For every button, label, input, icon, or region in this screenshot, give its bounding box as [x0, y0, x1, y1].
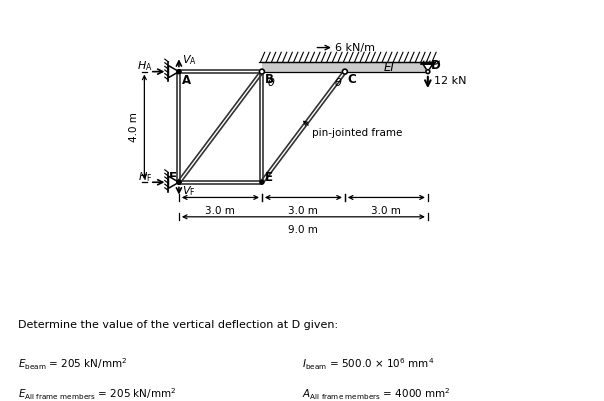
Text: $V_{\rm F}$: $V_{\rm F}$ [182, 184, 195, 198]
Text: 6 kN/m: 6 kN/m [335, 43, 375, 53]
Circle shape [259, 69, 265, 74]
Text: 3.0 m: 3.0 m [371, 206, 401, 216]
Polygon shape [169, 65, 179, 78]
Text: B: B [265, 73, 274, 86]
Text: Determine the value of the vertical deflection at D given:: Determine the value of the vertical defl… [18, 320, 338, 330]
Text: D: D [431, 59, 441, 72]
Text: pin-jointed frame: pin-jointed frame [312, 128, 402, 138]
Text: 4.0 m: 4.0 m [129, 112, 140, 142]
Text: 12 kN: 12 kN [434, 76, 466, 86]
Text: $H_{\rm A}$: $H_{\rm A}$ [137, 59, 153, 73]
Text: EI: EI [384, 61, 394, 74]
Text: $E_{\rm beam}$ = 205 kN/mm$^2$: $E_{\rm beam}$ = 205 kN/mm$^2$ [18, 357, 127, 373]
Text: $I_{\rm beam}$ = 500.0 $\times$ 10$^6$ mm$^4$: $I_{\rm beam}$ = 500.0 $\times$ 10$^6$ m… [302, 357, 434, 373]
Bar [262, 62, 428, 72]
Text: $\theta$: $\theta$ [267, 76, 275, 88]
Text: E: E [265, 171, 273, 184]
Text: $H_{\rm F}$: $H_{\rm F}$ [138, 170, 152, 184]
Text: C: C [347, 73, 356, 86]
Text: $E_{\rm All\ frame\ members}$ = 205 kN/mm$^2$: $E_{\rm All\ frame\ members}$ = 205 kN/m… [18, 387, 176, 401]
Circle shape [426, 70, 430, 73]
Text: $A_{\rm All\ frame\ members}$ = 4000 mm$^2$: $A_{\rm All\ frame\ members}$ = 4000 mm$… [302, 387, 451, 401]
Text: $\theta$: $\theta$ [334, 76, 342, 88]
Circle shape [177, 180, 181, 184]
Circle shape [177, 70, 181, 73]
Text: 3.0 m: 3.0 m [205, 206, 236, 216]
Text: 9.0 m: 9.0 m [289, 225, 318, 235]
Polygon shape [423, 64, 433, 72]
Text: A: A [182, 74, 191, 87]
Circle shape [342, 69, 347, 74]
Text: F: F [169, 171, 177, 184]
Polygon shape [169, 176, 179, 188]
Circle shape [260, 180, 264, 184]
Text: $V_{\rm A}$: $V_{\rm A}$ [182, 53, 196, 67]
Circle shape [177, 70, 181, 73]
Circle shape [177, 180, 181, 184]
Text: 3.0 m: 3.0 m [289, 206, 318, 216]
